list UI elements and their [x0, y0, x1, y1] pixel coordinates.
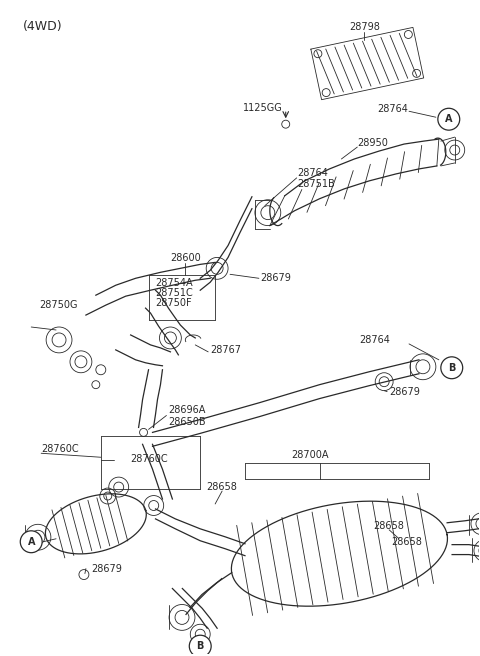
Text: 28679: 28679 [260, 274, 291, 283]
Text: 28760C: 28760C [41, 444, 79, 455]
Text: 28650B: 28650B [168, 417, 206, 428]
Text: 1125GG: 1125GG [243, 103, 283, 113]
Text: 28764: 28764 [377, 104, 408, 114]
Text: B: B [196, 641, 204, 651]
Text: 28950: 28950 [357, 138, 388, 148]
Text: 28600: 28600 [170, 253, 201, 264]
Text: (4WD): (4WD) [23, 20, 63, 33]
Text: 28764: 28764 [298, 168, 328, 178]
Text: 28658: 28658 [392, 537, 422, 546]
Text: 28658: 28658 [374, 521, 405, 531]
Circle shape [438, 108, 460, 130]
Text: 28658: 28658 [207, 482, 238, 492]
Text: A: A [445, 114, 453, 124]
Text: 28754A: 28754A [156, 278, 193, 288]
Text: 28798: 28798 [349, 22, 380, 31]
Circle shape [441, 357, 463, 379]
Text: 28751C: 28751C [156, 288, 193, 298]
Text: 28767: 28767 [210, 345, 241, 355]
Text: 28764: 28764 [360, 335, 390, 345]
Text: B: B [448, 363, 456, 373]
Circle shape [189, 635, 211, 656]
Circle shape [20, 531, 42, 553]
Text: 28751B: 28751B [298, 179, 336, 189]
Text: 28679: 28679 [389, 386, 420, 397]
Text: 28750F: 28750F [156, 298, 192, 308]
Text: A: A [27, 537, 35, 546]
Text: 28700A: 28700A [291, 450, 328, 461]
Text: 28696A: 28696A [168, 405, 206, 415]
Text: 28679: 28679 [91, 564, 122, 573]
Text: 28750G: 28750G [39, 300, 78, 310]
Text: 28760C: 28760C [131, 454, 168, 464]
